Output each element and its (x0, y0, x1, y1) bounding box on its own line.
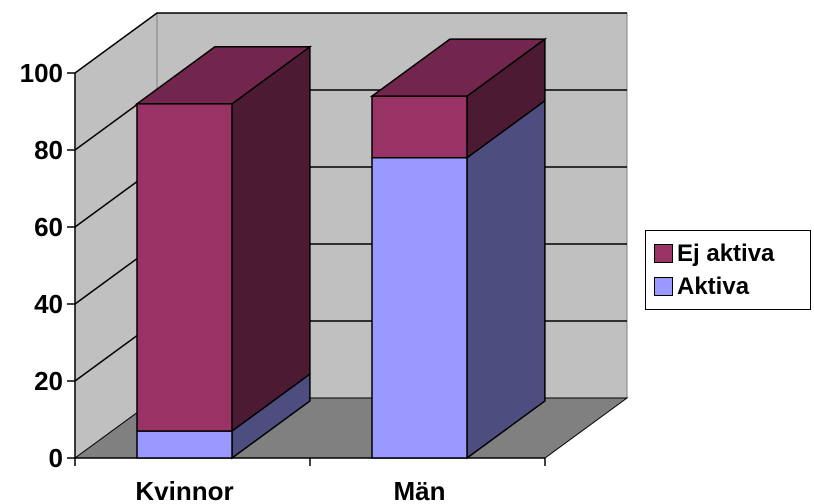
y-tick-label: 20 (34, 366, 63, 396)
legend-label: Ej aktiva (677, 239, 775, 267)
bar-kvinnor-ej-aktiva-front (136, 103, 233, 432)
y-tick-label: 80 (34, 135, 63, 165)
y-tick-label: 0 (49, 443, 63, 473)
x-category-label: Män (394, 476, 446, 504)
gridline (74, 12, 627, 74)
legend-swatch (654, 244, 673, 263)
bar-kvinnor-aktiva-front (136, 430, 233, 459)
legend-label: Aktiva (677, 272, 750, 300)
bar-kvinnor-ej-aktiva-side (231, 45, 311, 433)
x-category-label: Kvinnor (135, 476, 233, 504)
legend-item: Ej aktiva (654, 237, 802, 270)
legend-swatch (654, 277, 673, 296)
bars (134, 37, 548, 460)
axis-labels: 0 20 40 60 80 100 Kvinnor Män (20, 58, 446, 504)
y-tick-label: 60 (34, 212, 63, 242)
bar-kvinnor-ej-aktiva-top (134, 46, 313, 105)
bar-män-aktiva-side (466, 99, 546, 460)
y-tick-label: 40 (34, 289, 63, 319)
bar-män-ej-aktiva-top (369, 38, 548, 97)
legend-item: Aktiva (654, 270, 802, 303)
bar-män-ej-aktiva-front (371, 95, 468, 159)
y-tick-label: 100 (20, 58, 63, 88)
legend: Ej aktiva Aktiva (645, 230, 811, 310)
bar-män-aktiva-front (371, 156, 468, 459)
